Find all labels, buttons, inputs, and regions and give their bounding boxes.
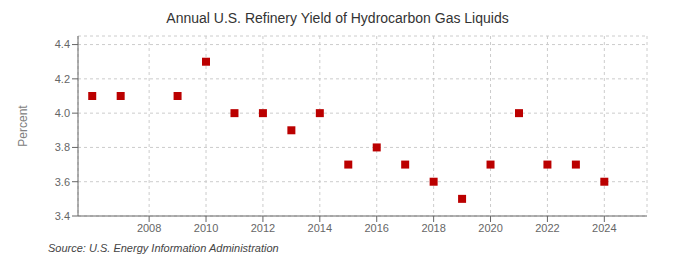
svg-text:2024: 2024 xyxy=(592,222,616,234)
html-text:Annual U.S. Refinery Yield of: Annual U.S. Refinery Yield of Hydrocarbo… xyxy=(166,10,509,26)
svg-text:Percent: Percent xyxy=(16,105,30,147)
svg-text:4.2: 4.2 xyxy=(55,73,70,85)
svg-text:2022: 2022 xyxy=(535,222,559,234)
svg-text:2010: 2010 xyxy=(194,222,218,234)
svg-text:2014: 2014 xyxy=(308,222,332,234)
svg-text:3.4: 3.4 xyxy=(55,210,70,222)
svg-text:2018: 2018 xyxy=(421,222,445,234)
html-text:Source: U.S. Energy Informatio: Source: U.S. Energy Information Administ… xyxy=(48,242,279,254)
svg-text:4.4: 4.4 xyxy=(55,38,70,50)
svg-text:3.8: 3.8 xyxy=(55,141,70,153)
svg-text:2008: 2008 xyxy=(137,222,161,234)
svg-text:2020: 2020 xyxy=(478,222,502,234)
svg-text:4.0: 4.0 xyxy=(55,107,70,119)
svg-text:2016: 2016 xyxy=(364,222,388,234)
svg-text:2012: 2012 xyxy=(251,222,275,234)
svg-text:3.6: 3.6 xyxy=(55,176,70,188)
